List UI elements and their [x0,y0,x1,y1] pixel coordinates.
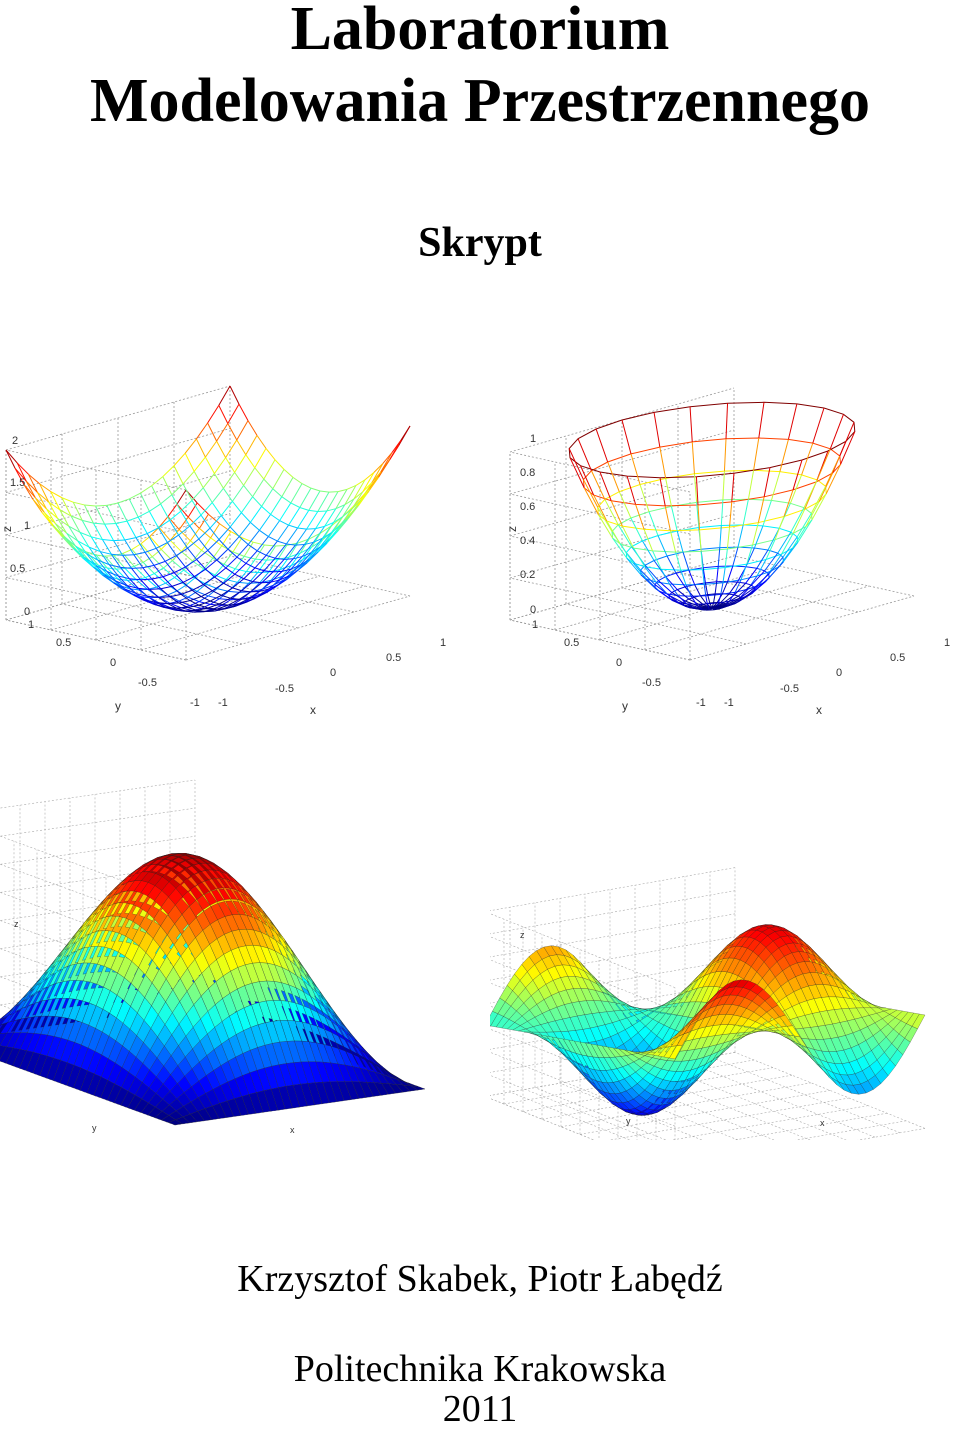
svg-text:0: 0 [616,657,622,669]
svg-text:z: z [14,919,19,929]
z-axis-label: z [505,526,519,532]
svg-text:-1: -1 [190,697,200,709]
x-tick-labels: -1 -0.5 0 0.5 1 [218,637,446,709]
surface-mesh [6,386,410,612]
y-tick-labels: 1 0.5 0 -0.5 -1 [28,619,200,709]
svg-text:1: 1 [28,619,34,631]
title-line-1: Laboratorium [0,0,960,60]
svg-text:0.2: 0.2 [520,569,535,581]
svg-text:0.5: 0.5 [56,637,71,649]
figure-paraboloid-disc: 1 0.8 0.6 0.4 0.2 0 z 1 0.5 0 -0.5 -1 y … [490,370,960,720]
svg-text:-0.5: -0.5 [780,683,799,695]
authors: Krzysztof Skabek, Piotr Łabędź [0,1260,960,1298]
svg-text:0.5: 0.5 [890,652,905,664]
z-tick: 1.5 [10,477,25,489]
svg-text:1: 1 [530,433,536,445]
institution: Politechnika Krakowska [0,1350,960,1388]
svg-text:y: y [626,1116,631,1126]
svg-text:y: y [92,1123,97,1133]
svg-text:x: x [816,703,822,717]
svg-text:y: y [622,699,628,713]
z-tick-labels: 1 0.8 0.6 0.4 0.2 0 [520,433,536,616]
y-tick-labels: 1 0.5 0 -0.5 -1 [532,619,706,709]
svg-text:0: 0 [530,604,536,616]
subtitle: Skrypt [0,222,960,264]
svg-text:-0.5: -0.5 [138,677,157,689]
svg-text:-1: -1 [724,697,734,709]
figure-dome-surface: z y x [0,745,470,1145]
y-axis-label: y [115,699,121,713]
svg-text:1: 1 [440,637,446,649]
svg-text:0.5: 0.5 [386,652,401,664]
svg-text:0: 0 [110,657,116,669]
svg-text:0.4: 0.4 [520,535,535,547]
z-tick: 0 [24,606,30,618]
svg-text:-0.5: -0.5 [642,677,661,689]
svg-text:-1: -1 [696,697,706,709]
svg-text:x: x [290,1125,295,1135]
z-tick: 1 [24,520,30,532]
z-tick: 0.5 [10,563,25,575]
svg-text:z: z [520,930,525,940]
svg-text:-0.5: -0.5 [275,683,294,695]
colored-surface [0,853,425,1125]
svg-text:0.8: 0.8 [520,467,535,479]
colored-surface [490,925,925,1116]
svg-text:0: 0 [836,667,842,679]
svg-text:-1: -1 [218,697,228,709]
figure-saddle-surface: z y x [490,770,960,1140]
svg-text:0: 0 [330,667,336,679]
svg-text:0.6: 0.6 [520,501,535,513]
svg-text:x: x [820,1118,825,1128]
surface-mesh [569,402,855,610]
title-line-2: Modelowania Przestrzennego [0,70,960,132]
svg-text:1: 1 [944,637,950,649]
figure-paraboloid-square: 2 1.5 1 0.5 0 z 1 0.5 0 -0.5 -1 y -1 -0.… [0,370,470,720]
svg-text:0.5: 0.5 [564,637,579,649]
z-tick: 2 [12,435,18,447]
svg-text:1: 1 [532,619,538,631]
x-tick-labels: -1 -0.5 0 0.5 1 [724,637,950,709]
x-axis-label: x [310,703,316,717]
year: 2011 [0,1390,960,1428]
z-axis-label: z [0,526,14,532]
